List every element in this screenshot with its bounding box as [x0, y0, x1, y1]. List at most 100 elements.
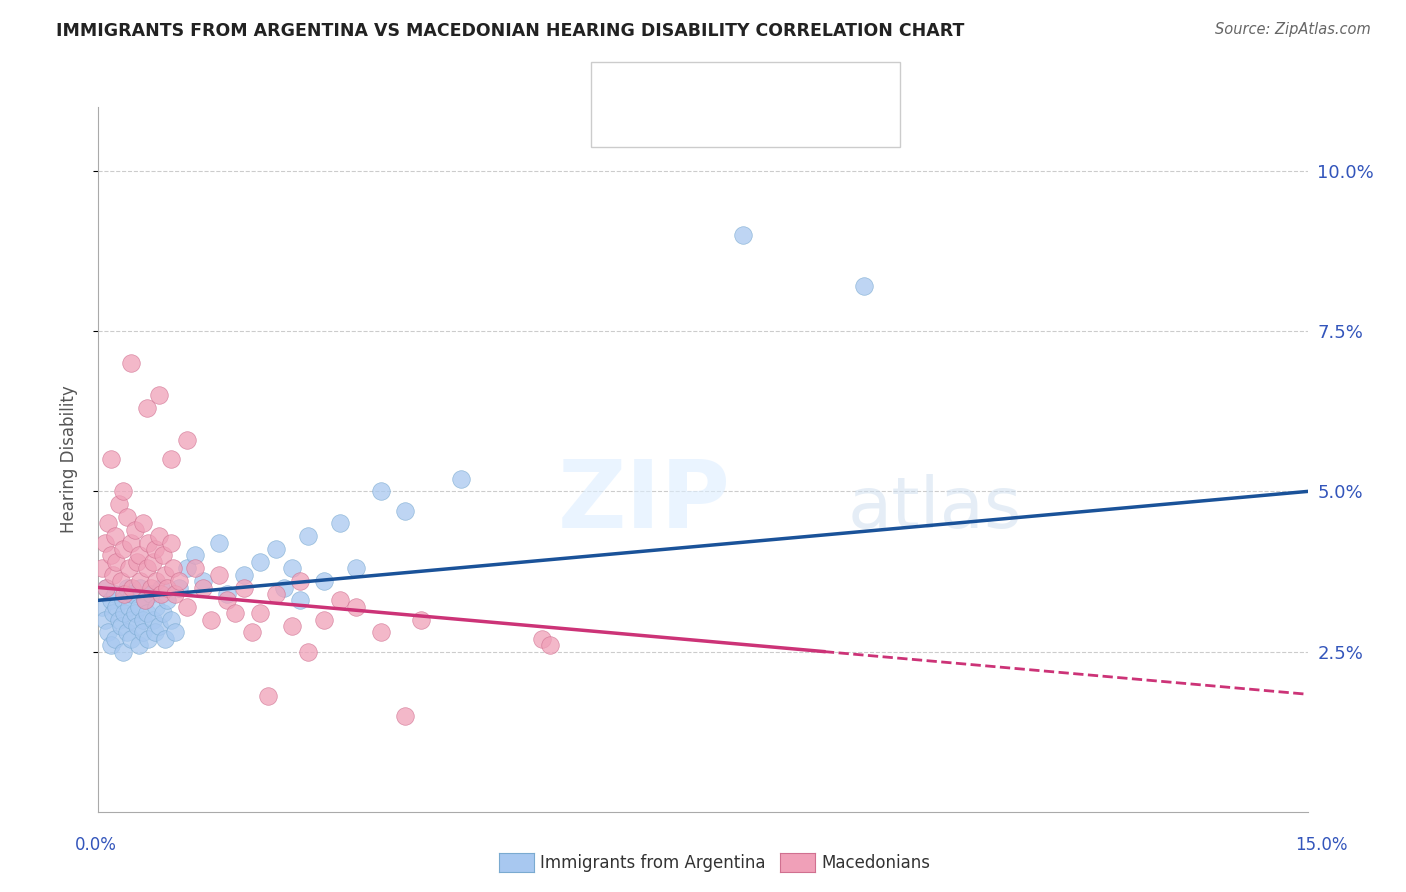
- Text: ZIP: ZIP: [558, 456, 731, 548]
- Point: [167, 581, 190, 595]
- Point: [134, 593, 156, 607]
- Point: [142, 613, 165, 627]
- Point: [135, 561, 157, 575]
- Point: [314, 613, 336, 627]
- Point: [100, 452, 122, 467]
- Point: [208, 535, 231, 549]
- Point: [193, 574, 215, 588]
- Point: [124, 523, 146, 537]
- Point: [101, 567, 124, 582]
- Point: [103, 529, 125, 543]
- Text: Immigrants from Argentina: Immigrants from Argentina: [540, 854, 765, 871]
- Point: [121, 587, 143, 601]
- Point: [184, 561, 207, 575]
- Point: [370, 484, 392, 499]
- Point: [150, 587, 173, 601]
- Point: [224, 606, 246, 620]
- Point: [111, 484, 134, 499]
- Point: [111, 542, 134, 557]
- Point: [107, 497, 129, 511]
- Point: [530, 632, 553, 646]
- Point: [139, 587, 162, 601]
- Point: [138, 632, 160, 646]
- Point: [148, 388, 170, 402]
- Point: [176, 561, 198, 575]
- Text: 0.190: 0.190: [686, 78, 738, 95]
- Point: [118, 599, 141, 614]
- Point: [153, 632, 176, 646]
- Point: [91, 599, 114, 614]
- Text: atlas: atlas: [848, 475, 1022, 543]
- Point: [134, 593, 156, 607]
- Point: [329, 593, 352, 607]
- Point: [129, 574, 152, 588]
- Point: [105, 599, 128, 614]
- Text: 0.0%: 0.0%: [75, 836, 117, 854]
- Text: Source: ZipAtlas.com: Source: ZipAtlas.com: [1215, 22, 1371, 37]
- Point: [273, 581, 295, 595]
- Point: [163, 625, 186, 640]
- Point: [96, 581, 118, 595]
- Point: [112, 606, 135, 620]
- Text: N =: N =: [742, 78, 779, 95]
- Point: [184, 549, 207, 563]
- Point: [120, 632, 142, 646]
- Point: [100, 549, 122, 563]
- Text: 67: 67: [778, 116, 800, 134]
- Point: [111, 644, 134, 658]
- Point: [115, 581, 138, 595]
- Point: [193, 581, 215, 595]
- Point: [105, 555, 128, 569]
- Point: [145, 599, 167, 614]
- Point: [329, 516, 352, 531]
- Point: [217, 587, 239, 601]
- Point: [217, 593, 239, 607]
- Point: [314, 574, 336, 588]
- Point: [450, 472, 472, 486]
- Point: [145, 574, 167, 588]
- Point: [110, 574, 132, 588]
- Point: [132, 625, 155, 640]
- Point: [249, 555, 271, 569]
- Point: [97, 516, 120, 531]
- Point: [538, 638, 561, 652]
- Y-axis label: Hearing Disability: Hearing Disability: [59, 385, 77, 533]
- Point: [256, 690, 278, 704]
- Point: [128, 549, 150, 563]
- Point: [129, 581, 152, 595]
- Point: [120, 356, 142, 370]
- Point: [288, 593, 311, 607]
- Point: [139, 581, 162, 595]
- Point: [127, 619, 149, 633]
- Text: 15.0%: 15.0%: [1295, 836, 1348, 854]
- Point: [94, 535, 117, 549]
- Text: IMMIGRANTS FROM ARGENTINA VS MACEDONIAN HEARING DISABILITY CORRELATION CHART: IMMIGRANTS FROM ARGENTINA VS MACEDONIAN …: [56, 22, 965, 40]
- Point: [120, 535, 142, 549]
- Point: [162, 561, 184, 575]
- Point: [733, 228, 755, 243]
- Point: [94, 613, 117, 627]
- Point: [232, 567, 254, 582]
- Point: [148, 619, 170, 633]
- Point: [121, 581, 143, 595]
- Point: [288, 574, 311, 588]
- Text: R =: R =: [647, 78, 683, 95]
- Point: [297, 529, 319, 543]
- Point: [150, 581, 173, 595]
- Point: [297, 644, 319, 658]
- Text: -0.210: -0.210: [686, 116, 745, 134]
- Point: [240, 625, 263, 640]
- Point: [208, 567, 231, 582]
- Point: [281, 619, 304, 633]
- Point: [160, 535, 183, 549]
- Point: [120, 613, 142, 627]
- Point: [103, 632, 125, 646]
- Point: [160, 452, 183, 467]
- Point: [110, 619, 132, 633]
- Text: 63: 63: [778, 78, 800, 95]
- Point: [128, 638, 150, 652]
- Point: [176, 433, 198, 447]
- Point: [115, 510, 138, 524]
- Point: [281, 561, 304, 575]
- Point: [394, 503, 416, 517]
